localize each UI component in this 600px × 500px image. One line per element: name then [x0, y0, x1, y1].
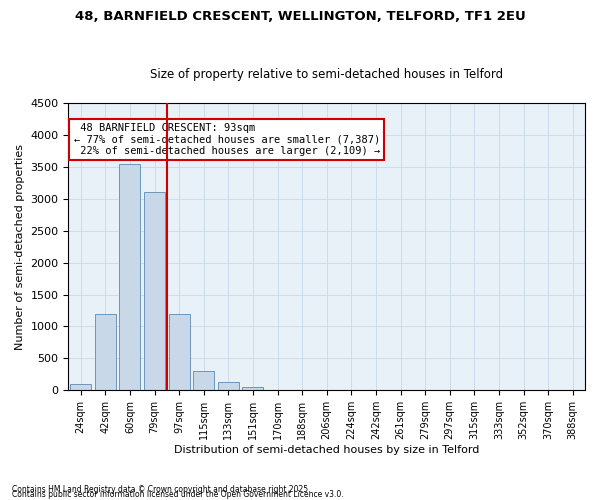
X-axis label: Distribution of semi-detached houses by size in Telford: Distribution of semi-detached houses by …: [174, 445, 479, 455]
Bar: [144, 192, 165, 390]
Text: Contains public sector information licensed under the Open Government Licence v3: Contains public sector information licen…: [12, 490, 344, 499]
Bar: [70, 384, 91, 390]
Bar: [95, 314, 116, 390]
Text: 48 BARNFIELD CRESCENT: 93sqm
← 77% of semi-detached houses are smaller (7,387)
 : 48 BARNFIELD CRESCENT: 93sqm ← 77% of se…: [74, 123, 380, 156]
Bar: [193, 370, 214, 390]
Title: Size of property relative to semi-detached houses in Telford: Size of property relative to semi-detach…: [150, 68, 503, 81]
Bar: [218, 382, 239, 390]
Text: 48, BARNFIELD CRESCENT, WELLINGTON, TELFORD, TF1 2EU: 48, BARNFIELD CRESCENT, WELLINGTON, TELF…: [74, 10, 526, 23]
Bar: [169, 314, 190, 390]
Text: Contains HM Land Registry data © Crown copyright and database right 2025.: Contains HM Land Registry data © Crown c…: [12, 484, 311, 494]
Bar: [119, 164, 140, 390]
Y-axis label: Number of semi-detached properties: Number of semi-detached properties: [15, 144, 25, 350]
Bar: [242, 387, 263, 390]
